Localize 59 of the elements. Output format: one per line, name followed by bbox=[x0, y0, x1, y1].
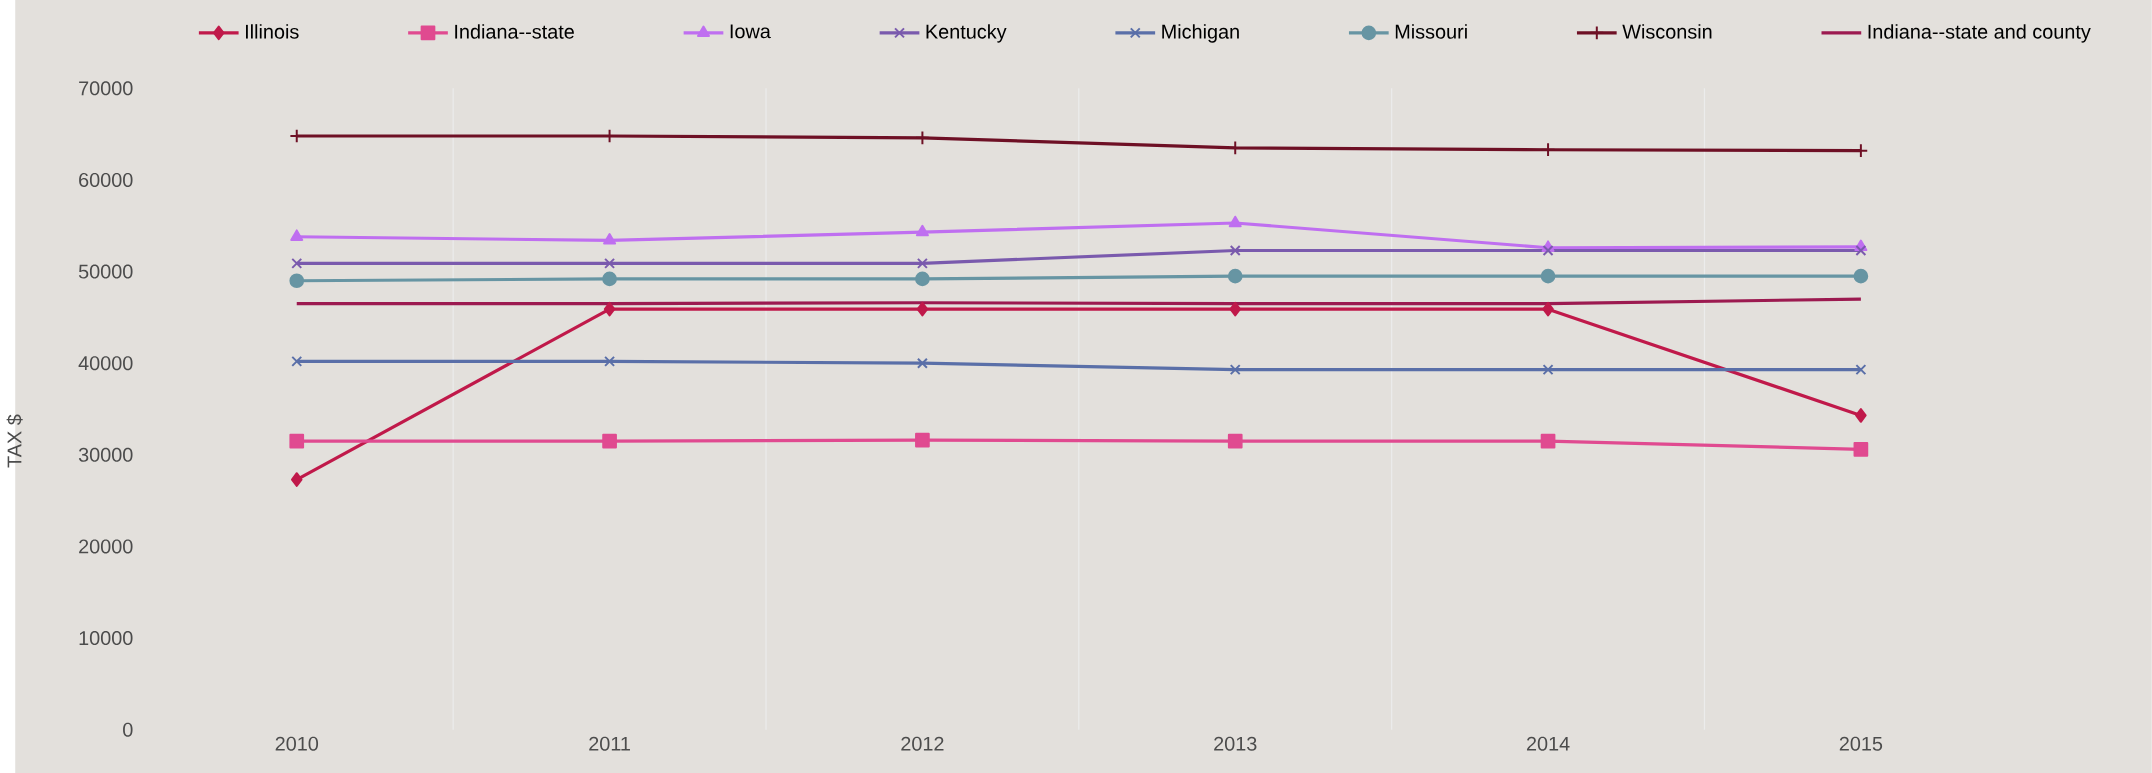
point bbox=[603, 301, 616, 317]
point bbox=[1540, 268, 1556, 284]
legend-label: Wisconsin bbox=[1622, 23, 1712, 39]
point bbox=[916, 357, 928, 369]
point bbox=[1855, 363, 1867, 375]
point bbox=[1227, 268, 1243, 284]
point bbox=[291, 355, 303, 367]
point bbox=[1855, 244, 1867, 256]
point bbox=[1853, 441, 1869, 457]
point bbox=[1540, 142, 1556, 157]
point bbox=[289, 433, 305, 449]
point bbox=[602, 433, 617, 449]
y-tick-label: 50000 bbox=[78, 264, 133, 279]
point bbox=[604, 257, 616, 269]
point bbox=[1229, 244, 1241, 256]
legend-label: Missouri bbox=[1395, 23, 1467, 39]
x-tick-label: 2011 bbox=[589, 736, 630, 751]
point bbox=[915, 432, 930, 448]
y-tick-label: 0 bbox=[123, 722, 133, 737]
point bbox=[1542, 363, 1554, 375]
legend-label: Indiana--state bbox=[455, 23, 574, 39]
y-tick-label: 30000 bbox=[78, 447, 133, 462]
legend-label: Indiana--state and county bbox=[1868, 23, 2091, 43]
point bbox=[604, 355, 616, 367]
point bbox=[291, 257, 303, 269]
y-tick-label: 40000 bbox=[78, 356, 133, 371]
point bbox=[916, 257, 928, 269]
x-tick-label: 2010 bbox=[275, 736, 319, 751]
y-tick-label: 60000 bbox=[79, 172, 133, 187]
point bbox=[915, 130, 930, 145]
point bbox=[1853, 268, 1869, 284]
point bbox=[1542, 301, 1554, 317]
legend-label: Illinois bbox=[245, 23, 299, 39]
point bbox=[289, 273, 305, 288]
point bbox=[1227, 433, 1243, 449]
legend-label: Iowa bbox=[730, 24, 771, 39]
point bbox=[603, 232, 617, 245]
point bbox=[290, 472, 303, 487]
point bbox=[916, 301, 929, 317]
point bbox=[1540, 433, 1556, 449]
x-tick-label: 2013 bbox=[1214, 736, 1257, 751]
legend-label: Michigan bbox=[1162, 23, 1239, 43]
y-axis-title: TAX $ bbox=[6, 414, 23, 468]
point bbox=[1542, 244, 1554, 256]
legend-label: Kentucky bbox=[926, 23, 1007, 43]
y-tick-label: 70000 bbox=[79, 81, 133, 96]
x-tick-label: 2015 bbox=[1839, 736, 1883, 751]
y-tick-label: 10000 bbox=[79, 630, 133, 645]
y-tick-label: 20000 bbox=[79, 539, 133, 554]
point bbox=[290, 229, 304, 241]
point bbox=[1229, 301, 1241, 317]
x-tick-label: 2014 bbox=[1526, 736, 1570, 751]
x-tick-label: 2012 bbox=[901, 736, 944, 751]
point bbox=[1855, 407, 1867, 423]
point bbox=[915, 271, 930, 287]
point bbox=[602, 271, 617, 287]
point bbox=[1228, 215, 1242, 228]
point bbox=[915, 224, 929, 237]
point bbox=[1229, 363, 1241, 375]
